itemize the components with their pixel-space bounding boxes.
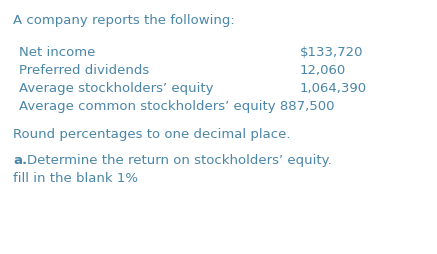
Text: fill in the blank 1%: fill in the blank 1% [13, 172, 138, 185]
Text: A company reports the following:: A company reports the following: [13, 14, 235, 27]
Text: Net income: Net income [19, 46, 95, 59]
Text: a.: a. [13, 154, 27, 167]
Text: Determine the return on stockholders’ equity.: Determine the return on stockholders’ eq… [27, 154, 332, 167]
Text: Preferred dividends: Preferred dividends [19, 64, 149, 77]
Text: 1,064,390: 1,064,390 [300, 82, 367, 95]
Text: Average stockholders’ equity: Average stockholders’ equity [19, 82, 214, 95]
Text: Average common stockholders’ equity 887,500: Average common stockholders’ equity 887,… [19, 100, 334, 113]
Text: 12,060: 12,060 [300, 64, 346, 77]
Text: $133,720: $133,720 [300, 46, 364, 59]
Text: Round percentages to one decimal place.: Round percentages to one decimal place. [13, 128, 291, 141]
